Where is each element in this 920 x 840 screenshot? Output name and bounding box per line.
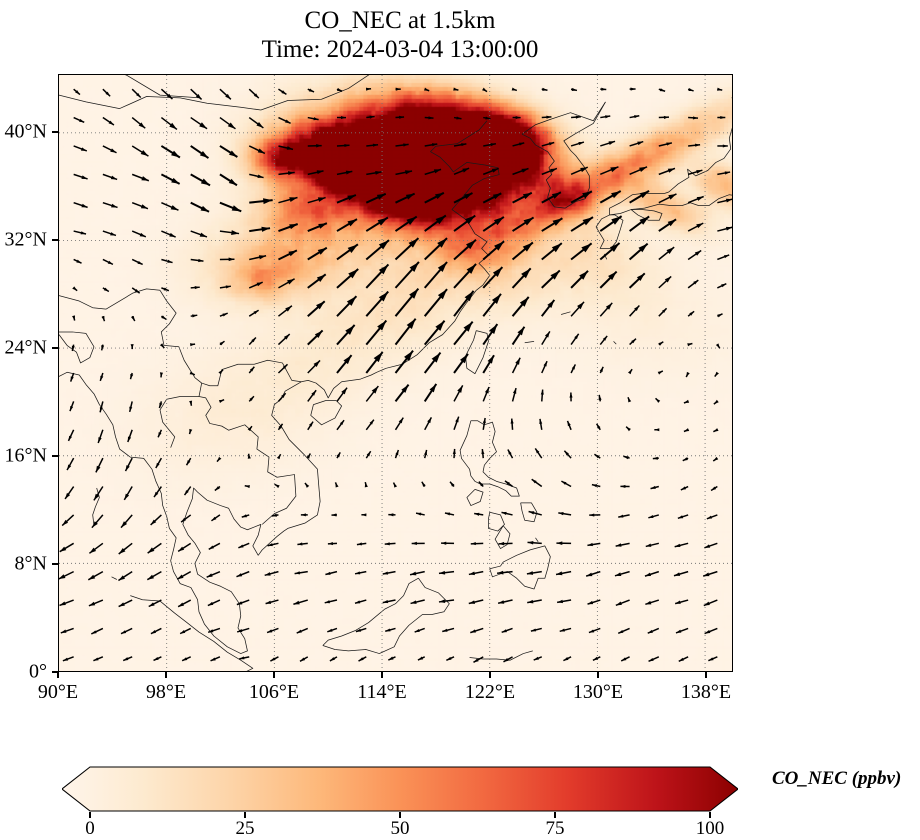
y-tickmark	[52, 239, 58, 240]
colorbar	[62, 766, 738, 812]
y-tick-label: 0°	[0, 661, 47, 684]
x-tick-label: 106°E	[249, 681, 299, 704]
colorbar-tick-label: 75	[546, 818, 565, 840]
x-tickmark	[597, 672, 598, 678]
y-tick-label: 16°N	[0, 445, 47, 468]
map-plot-area	[58, 74, 733, 672]
y-tick-label: 24°N	[0, 337, 47, 360]
colorbar-tick-label: 100	[696, 818, 725, 840]
map-inner	[59, 75, 732, 671]
x-tickmark	[57, 672, 58, 678]
y-tickmark	[52, 455, 58, 456]
x-tick-label: 130°E	[573, 681, 623, 704]
y-tickmark	[52, 671, 58, 672]
x-tickmark	[705, 672, 706, 678]
x-tick-label: 90°E	[38, 681, 78, 704]
colorbar-tick-label: 25	[236, 818, 255, 840]
chart-title-timestamp: Time: 2024-03-04 13:00:00	[0, 35, 800, 64]
colorbar-tick-label: 0	[85, 818, 95, 840]
y-tickmark	[52, 563, 58, 564]
chart-title-primary: CO_NEC at 1.5km	[0, 6, 800, 35]
x-tick-label: 114°E	[357, 681, 406, 704]
y-tick-label: 8°N	[0, 553, 47, 576]
wind-quiver-overlay	[59, 75, 732, 671]
y-tick-label: 32°N	[0, 229, 47, 252]
x-tickmark	[165, 672, 166, 678]
x-tick-label: 138°E	[681, 681, 731, 704]
y-tick-label: 40°N	[0, 121, 47, 144]
y-tickmark	[52, 131, 58, 132]
colorbar-gradient	[62, 766, 738, 812]
x-tickmark	[381, 672, 382, 678]
chart-title-block: CO_NEC at 1.5km Time: 2024-03-04 13:00:0…	[0, 6, 800, 64]
x-tickmark	[273, 672, 274, 678]
x-tick-label: 122°E	[465, 681, 515, 704]
y-tickmark	[52, 347, 58, 348]
x-tick-label: 98°E	[146, 681, 186, 704]
colorbar-tick-label: 50	[391, 818, 410, 840]
x-tickmark	[489, 672, 490, 678]
colorbar-label: CO_NEC (ppbv)	[772, 768, 901, 790]
